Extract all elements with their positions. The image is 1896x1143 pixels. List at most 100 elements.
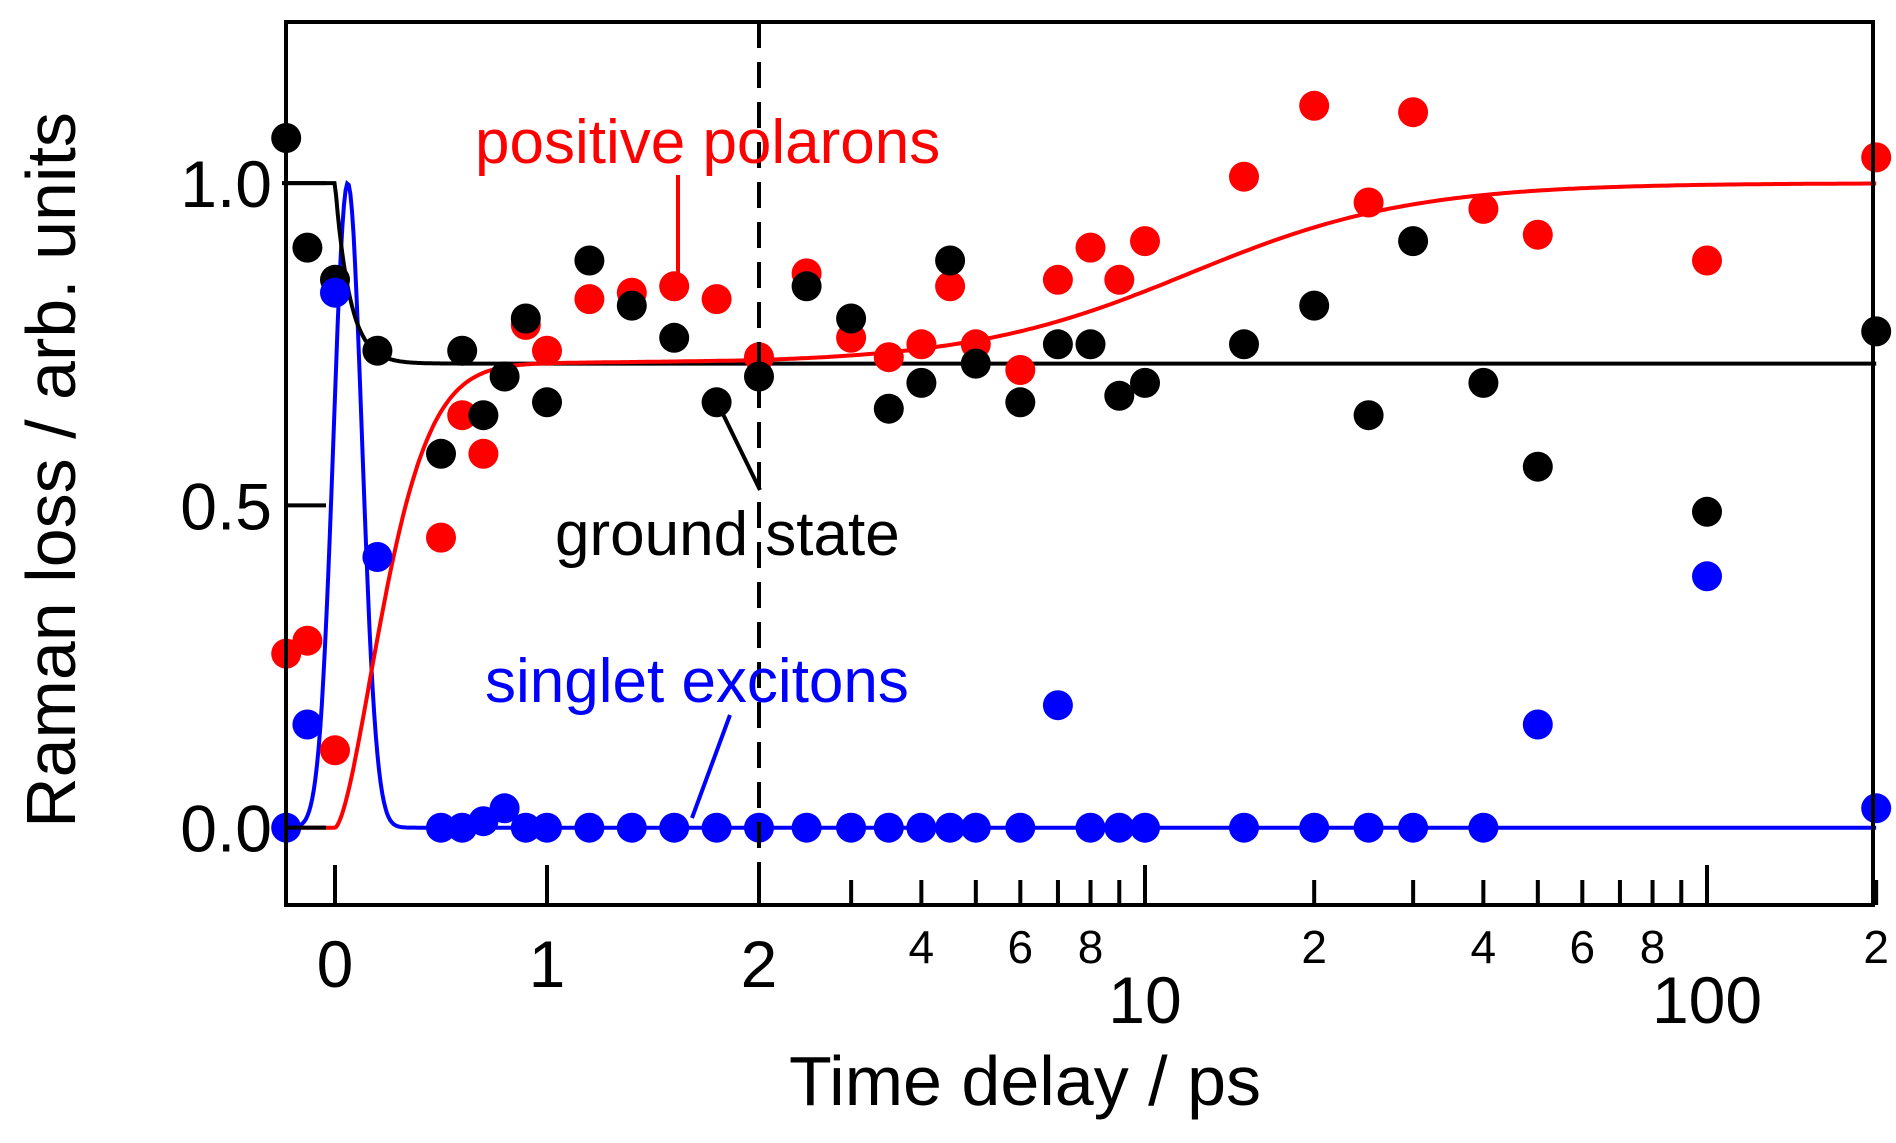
point-positive-polarons-29 [1522,219,1553,250]
point-positive-polarons-22 [1104,264,1135,295]
annotation-singlet-excitons: singlet excitons [485,647,909,716]
annotations: positive polarons ground state singlet exc… [475,108,940,819]
point-singlet-excitons-12 [659,812,690,843]
point-ground-state-10 [574,245,605,276]
point-singlet-excitons-28 [1353,812,1384,843]
point-ground-state-16 [836,303,867,334]
point-positive-polarons-4 [447,400,478,431]
point-positive-polarons-16 [906,329,937,360]
point-ground-state-32 [1692,496,1722,527]
point-singlet-excitons-17 [873,812,904,843]
point-ground-state-9 [532,387,562,418]
point-positive-polarons-21 [1075,232,1106,263]
point-positive-polarons-20 [1042,264,1073,295]
point-positive-polarons-17 [935,271,966,302]
annotation-positive-polarons: positive polarons [475,108,940,177]
x-tick-label-linear-0: 0 [317,927,354,1001]
point-ground-state-1 [292,232,323,263]
x-tick-label-linear-1: 1 [529,927,566,1001]
point-ground-state-7 [489,361,520,392]
point-singlet-excitons-15 [791,812,822,843]
point-ground-state-25 [1130,367,1160,398]
point-ground-state-15 [791,271,822,302]
point-positive-polarons-23 [1130,226,1160,257]
point-singlet-excitons-9 [532,812,562,843]
point-positive-polarons-11 [701,284,732,315]
point-positive-polarons-5 [468,438,499,469]
point-ground-state-27 [1299,290,1330,321]
x-tick-label-log-2: 8 [1078,921,1104,973]
point-singlet-excitons-23 [1075,812,1106,843]
fit-positive-polarons [282,181,1877,830]
point-singlet-excitons-25 [1130,812,1160,843]
fit-curves [282,180,1877,830]
point-ground-state-5 [447,335,478,366]
point-ground-state-22 [1042,329,1073,360]
point-singlet-excitons-10 [574,812,605,843]
point-singlet-excitons-11 [616,812,647,843]
point-singlet-excitons-4 [426,812,456,843]
point-ground-state-12 [659,322,690,353]
point-singlet-excitons-20 [960,812,991,843]
x-tick-label-log-0: 4 [909,921,935,973]
point-singlet-excitons-31 [1522,709,1553,740]
annotation-leader-ground-state [718,407,762,491]
y-tick-label-2: 1.0 [180,147,272,221]
y-tick-label-1: 0.5 [180,469,272,543]
point-ground-state-33 [1861,316,1892,347]
plot-frame [284,20,1875,907]
point-positive-polarons-19 [1005,355,1036,385]
point-ground-state-29 [1398,226,1429,257]
point-positive-polarons-26 [1353,187,1384,218]
x-tick-label-log-4: 2 [1301,921,1327,973]
point-positive-polarons-10 [659,271,690,302]
point-ground-state-28 [1353,400,1384,431]
point-positive-polarons-28 [1468,193,1499,224]
point-positive-polarons-3 [426,522,456,553]
point-positive-polarons-30 [1692,245,1722,276]
point-singlet-excitons-7 [489,793,520,824]
point-ground-state-3 [362,335,393,366]
point-singlet-excitons-21 [1005,812,1036,843]
x-tick-label-log-8: 100 [1652,963,1762,1037]
point-positive-polarons-24 [1229,161,1259,192]
point-singlet-excitons-3 [362,542,393,572]
point-positive-polarons-7 [532,335,562,366]
x-tick-label-log-6: 6 [1570,921,1596,973]
x-tick-label-log-5: 4 [1471,921,1497,973]
point-ground-state-6 [468,400,499,431]
point-positive-polarons-25 [1299,90,1330,121]
point-ground-state-31 [1522,451,1553,482]
point-positive-polarons-15 [873,342,904,373]
x-tick-label-linear-2: 2 [741,927,778,1001]
point-singlet-excitons-22 [1042,690,1073,721]
point-singlet-excitons-1 [292,709,323,740]
point-positive-polarons-2 [320,735,350,766]
point-ground-state-4 [426,438,456,469]
point-singlet-excitons-33 [1861,793,1892,824]
point-singlet-excitons-19 [935,812,966,843]
point-singlet-excitons-2 [320,277,350,308]
point-singlet-excitons-18 [906,812,937,843]
point-singlet-excitons-30 [1468,812,1499,843]
point-ground-state-30 [1468,367,1499,398]
fit-singlet-excitons [282,180,1877,830]
point-singlet-excitons-27 [1299,812,1330,843]
point-singlet-excitons-32 [1692,561,1722,592]
point-ground-state-20 [960,348,991,379]
point-ground-state-14 [744,361,774,392]
x-tick-label-log-1: 6 [1008,921,1034,973]
point-ground-state-8 [510,303,541,334]
point-singlet-excitons-13 [701,812,732,843]
annotation-ground-state: ground state [555,500,900,569]
point-ground-state-13 [701,387,732,418]
point-ground-state-23 [1075,329,1106,360]
point-singlet-excitons-29 [1398,812,1429,843]
point-ground-state-11 [616,290,647,321]
point-positive-polarons-27 [1398,97,1429,128]
annotation-leader-singlet-excitons [690,714,732,819]
point-singlet-excitons-16 [836,812,867,843]
x-tick-label-log-7: 8 [1640,921,1666,973]
